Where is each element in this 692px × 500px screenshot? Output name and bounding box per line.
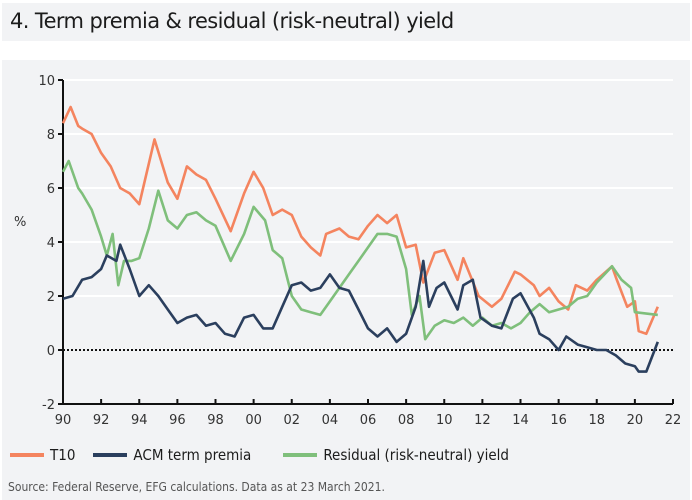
y-tick-label: 8 — [47, 128, 55, 143]
legend-label: T10 — [50, 446, 76, 464]
x-tick-label: 92 — [93, 413, 110, 428]
legend-item-t10: T10 — [10, 446, 75, 464]
x-tick-label: 96 — [169, 413, 186, 428]
legend-item-acm: ACM term premia — [93, 446, 251, 464]
x-tick-label: 18 — [588, 413, 605, 428]
x-tick-label: 04 — [322, 413, 339, 428]
y-tick-label: 2 — [47, 290, 55, 305]
legend-swatch — [283, 453, 318, 457]
x-tick-label: 90 — [55, 413, 72, 428]
series-line-t10 — [61, 105, 659, 336]
chart-title: 4. Term premia & residual (risk-neutral)… — [10, 9, 454, 33]
x-tick-label: 12 — [474, 413, 491, 428]
y-tick-label: 6 — [47, 182, 55, 197]
x-tick-label: 14 — [512, 413, 529, 428]
legend-swatch — [93, 453, 128, 457]
x-tick-label: 08 — [398, 413, 415, 428]
legend-label: Residual (risk-neutral) yield — [323, 446, 509, 464]
y-tick-label: 10 — [38, 74, 55, 89]
x-tick-label: 22 — [665, 413, 682, 428]
y-tick-label: 0 — [47, 344, 55, 359]
series-line-residual-risk-neutral-yield — [61, 159, 658, 341]
y-tick-label: 4 — [47, 236, 55, 251]
series-line-acm-term-premia — [62, 243, 660, 373]
x-tick-label: 10 — [436, 413, 453, 428]
x-tick-label: 98 — [207, 413, 224, 428]
legend-label: ACM term premia — [133, 446, 252, 464]
title-bar: 4. Term premia & residual (risk-neutral)… — [2, 3, 690, 41]
x-tick-label: 00 — [245, 413, 262, 428]
legend: T10 ACM term premia Residual (risk-neutr… — [10, 446, 509, 464]
source-note: Source: Federal Reserve, EFG calculation… — [8, 480, 385, 494]
y-axis-label: % — [14, 215, 26, 230]
x-tick-label: 16 — [550, 413, 567, 428]
legend-swatch — [10, 453, 44, 457]
x-tick-label: 02 — [283, 413, 300, 428]
x-tick-label: 20 — [627, 413, 644, 428]
y-tick-label: -2 — [42, 398, 55, 413]
x-tick-label: 06 — [360, 413, 377, 428]
x-tick-label: 94 — [131, 413, 148, 428]
legend-item-residual: Residual (risk-neutral) yield — [283, 446, 509, 464]
